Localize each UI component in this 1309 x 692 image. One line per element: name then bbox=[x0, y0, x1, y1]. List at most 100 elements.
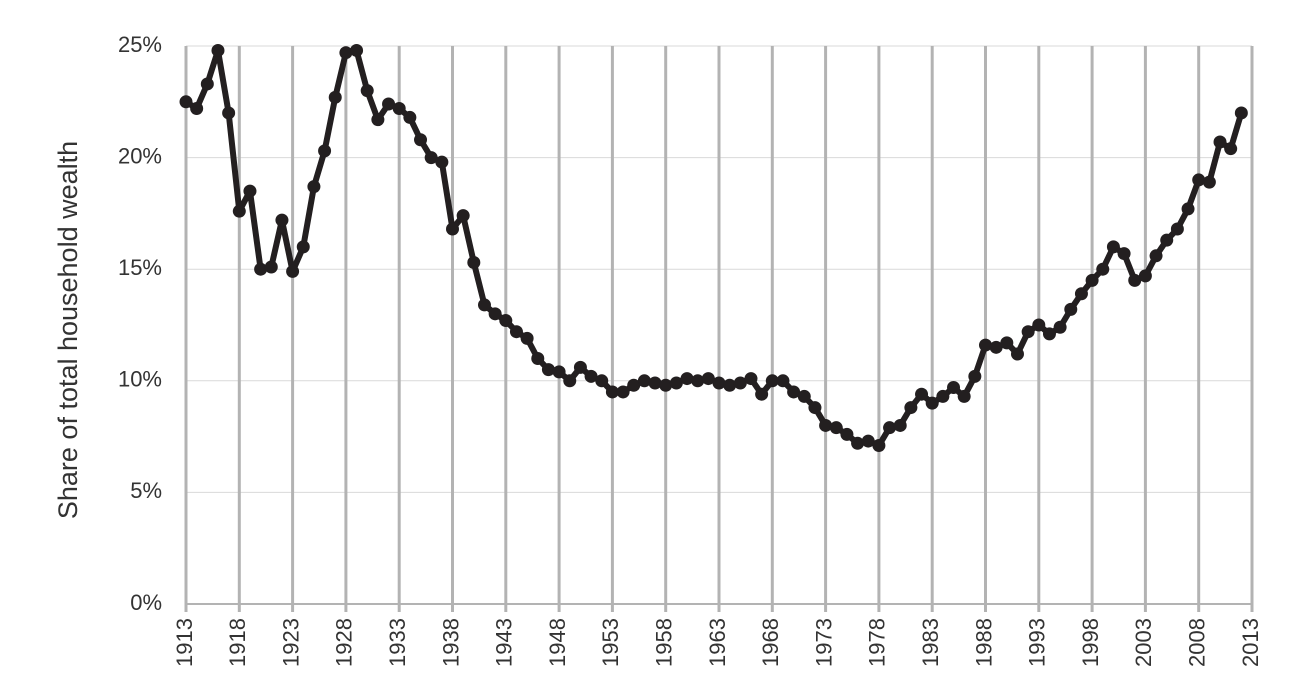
data-point bbox=[275, 213, 289, 227]
x-tick-label: 1968 bbox=[758, 618, 783, 667]
data-point bbox=[254, 262, 268, 276]
data-point bbox=[286, 264, 300, 278]
data-point bbox=[915, 387, 929, 401]
data-point bbox=[584, 369, 598, 383]
data-point bbox=[1000, 336, 1014, 350]
x-tick-label: 1978 bbox=[865, 618, 890, 667]
data-point bbox=[509, 325, 523, 339]
data-point bbox=[755, 387, 769, 401]
data-point bbox=[1181, 202, 1195, 216]
data-point bbox=[424, 151, 438, 165]
data-point bbox=[541, 363, 555, 377]
data-point bbox=[1234, 106, 1248, 120]
data-point bbox=[1064, 302, 1078, 316]
x-tick-label: 2008 bbox=[1185, 618, 1210, 667]
y-tick-label: 10% bbox=[118, 367, 162, 392]
data-point bbox=[723, 378, 737, 392]
x-tick-label: 1983 bbox=[918, 618, 943, 667]
data-point bbox=[925, 396, 939, 410]
data-point bbox=[499, 314, 513, 328]
data-point bbox=[1010, 347, 1024, 361]
data-point bbox=[744, 372, 758, 386]
data-point bbox=[339, 46, 353, 60]
data-point bbox=[1213, 135, 1227, 149]
data-point bbox=[179, 95, 193, 109]
data-point bbox=[200, 77, 214, 91]
data-point bbox=[1032, 318, 1046, 332]
data-point bbox=[1117, 247, 1131, 261]
x-tick-label: 1973 bbox=[811, 618, 836, 667]
y-tick-label: 15% bbox=[118, 255, 162, 280]
y-tick-label: 0% bbox=[130, 590, 162, 615]
data-point bbox=[446, 222, 459, 236]
data-point bbox=[264, 260, 278, 274]
data-point bbox=[360, 84, 374, 98]
data-point bbox=[968, 369, 982, 383]
data-point bbox=[307, 180, 321, 194]
data-point bbox=[691, 374, 705, 388]
data-point bbox=[1096, 262, 1110, 276]
data-point bbox=[808, 401, 822, 415]
data-point bbox=[979, 338, 992, 352]
data-point bbox=[637, 374, 651, 388]
data-point bbox=[872, 439, 886, 453]
data-point bbox=[467, 256, 481, 270]
data-point bbox=[1128, 273, 1142, 287]
data-point bbox=[243, 184, 257, 198]
data-point bbox=[350, 43, 364, 57]
data-point bbox=[1224, 142, 1238, 156]
data-point bbox=[318, 144, 332, 158]
data-point bbox=[669, 376, 683, 390]
x-tick-label: 1948 bbox=[545, 618, 570, 667]
data-point bbox=[211, 43, 225, 57]
data-point bbox=[232, 204, 246, 218]
data-point bbox=[1170, 222, 1184, 236]
data-point bbox=[733, 376, 747, 390]
data-point bbox=[605, 385, 619, 399]
data-point bbox=[222, 106, 236, 120]
data-point bbox=[371, 113, 385, 127]
x-tick-label: 1993 bbox=[1025, 618, 1050, 667]
x-tick-label: 1938 bbox=[438, 618, 463, 667]
x-tick-label: 1918 bbox=[225, 618, 250, 667]
data-point bbox=[787, 385, 801, 399]
data-point bbox=[616, 385, 630, 399]
y-tick-label: 20% bbox=[118, 143, 162, 168]
x-tick-label: 1923 bbox=[278, 618, 303, 667]
data-point bbox=[1042, 327, 1056, 341]
x-tick-label: 1998 bbox=[1078, 618, 1103, 667]
data-point bbox=[1106, 240, 1120, 254]
data-point bbox=[627, 378, 641, 392]
data-point bbox=[893, 418, 907, 432]
data-point bbox=[648, 376, 662, 390]
data-point bbox=[659, 378, 673, 392]
data-point bbox=[712, 376, 726, 390]
data-point bbox=[403, 110, 417, 124]
data-point bbox=[936, 389, 950, 403]
data-point bbox=[883, 421, 897, 435]
data-point bbox=[851, 436, 865, 450]
data-point bbox=[531, 351, 545, 365]
data-point bbox=[190, 101, 204, 115]
data-point bbox=[1138, 269, 1152, 283]
data-point bbox=[414, 133, 428, 147]
y-tick-label: 25% bbox=[118, 32, 162, 57]
data-point bbox=[435, 155, 449, 169]
data-point bbox=[904, 401, 918, 415]
x-tick-label: 1933 bbox=[385, 618, 410, 667]
data-point bbox=[840, 427, 854, 441]
data-point bbox=[1053, 320, 1067, 334]
data-point bbox=[776, 374, 790, 388]
data-point bbox=[382, 97, 396, 111]
data-point bbox=[296, 240, 310, 254]
data-point bbox=[819, 418, 833, 432]
data-point bbox=[456, 209, 470, 223]
data-point bbox=[392, 101, 406, 115]
x-tick-label: 1943 bbox=[492, 618, 517, 667]
data-point bbox=[1149, 249, 1163, 263]
x-tick-label: 1988 bbox=[971, 618, 996, 667]
data-point bbox=[861, 434, 875, 448]
data-point bbox=[595, 374, 609, 388]
data-point bbox=[1085, 273, 1099, 287]
